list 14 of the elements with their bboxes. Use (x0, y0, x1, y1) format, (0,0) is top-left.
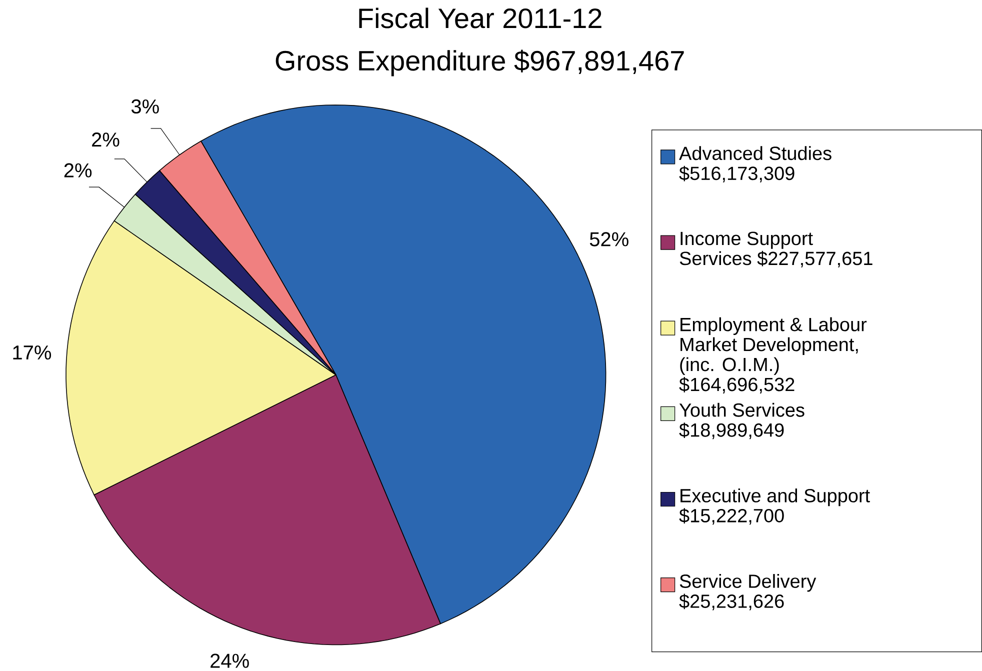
legend-label: Executive and Support $15,222,700 (679, 488, 870, 525)
legend-label: Income Support Services $227,577,651 (680, 232, 872, 268)
data-label: 17% (13, 345, 52, 360)
data-label: 24% (210, 654, 249, 668)
legend-label: Service Delivery $25,231,626 (679, 574, 816, 610)
legend-label: Employment & Labour Market Development, (inc. O.I.M.) $164,696,532 (679, 317, 867, 394)
legend-label: Advanced Studies $516,173,309 (679, 146, 832, 182)
chart-title: Fiscal Year 2011-12 (359, 8, 602, 28)
data-label: 3% (131, 99, 159, 114)
data-label: 52% (590, 232, 628, 246)
data-label: 2% (64, 163, 92, 178)
data-label: 2% (92, 132, 120, 147)
chart-subtitle: Gross Expenditure $967,891,467 (276, 50, 684, 76)
legend-label: Youth Services $18,989,649 (679, 402, 804, 440)
